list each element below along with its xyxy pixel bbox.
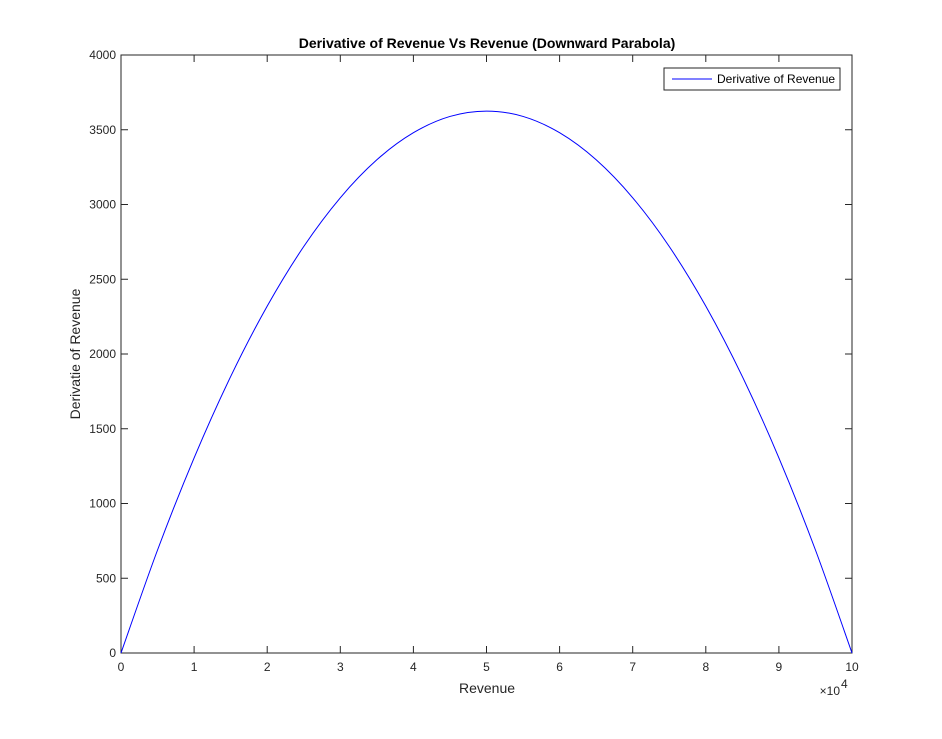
legend-box [663, 67, 841, 91]
y-axis-ticks: 0 500 1000 1500 2000 2500 3000 3500 4000 [89, 48, 852, 660]
x-exponent-base: ×10 [820, 684, 841, 698]
y-tick-label: 3000 [89, 198, 116, 212]
x-tick-label: 5 [483, 660, 490, 674]
y-tick-label: 500 [96, 571, 116, 585]
y-tick-label: 4000 [89, 48, 116, 62]
y-tick-label: 1500 [89, 422, 116, 436]
series-line-derivative-of-revenue [120, 110, 853, 654]
chart-title: Derivative of Revenue Vs Revenue (Downwa… [299, 35, 676, 51]
y-tick-label: 2500 [89, 272, 116, 286]
series-layer [120, 110, 853, 654]
x-tick-label: 7 [629, 660, 636, 674]
x-tick-label: 8 [702, 660, 709, 674]
x-axis-ticks: 0 1 2 3 4 5 6 7 8 9 10 [118, 55, 859, 674]
y-tick-label: 3500 [89, 123, 116, 137]
x-tick-label: 2 [264, 660, 271, 674]
x-tick-label: 10 [845, 660, 859, 674]
x-tick-label: 4 [410, 660, 417, 674]
x-tick-label: 3 [337, 660, 344, 674]
legend: Derivative of Revenue [663, 67, 841, 91]
x-exponent-power: 4 [841, 677, 848, 691]
x-tick-label: 1 [191, 660, 198, 674]
x-tick-label: 9 [776, 660, 783, 674]
plot-area [120, 54, 853, 654]
legend-entry-label: Derivative of Revenue [717, 72, 835, 86]
y-tick-label: 0 [109, 646, 116, 660]
y-axis-label: Derivatie of Revenue [67, 288, 83, 419]
y-tick-label: 2000 [89, 347, 116, 361]
y-tick-label: 1000 [89, 497, 116, 511]
x-axis-label: Revenue [459, 680, 515, 696]
x-tick-label: 6 [556, 660, 563, 674]
x-tick-label: 0 [118, 660, 125, 674]
